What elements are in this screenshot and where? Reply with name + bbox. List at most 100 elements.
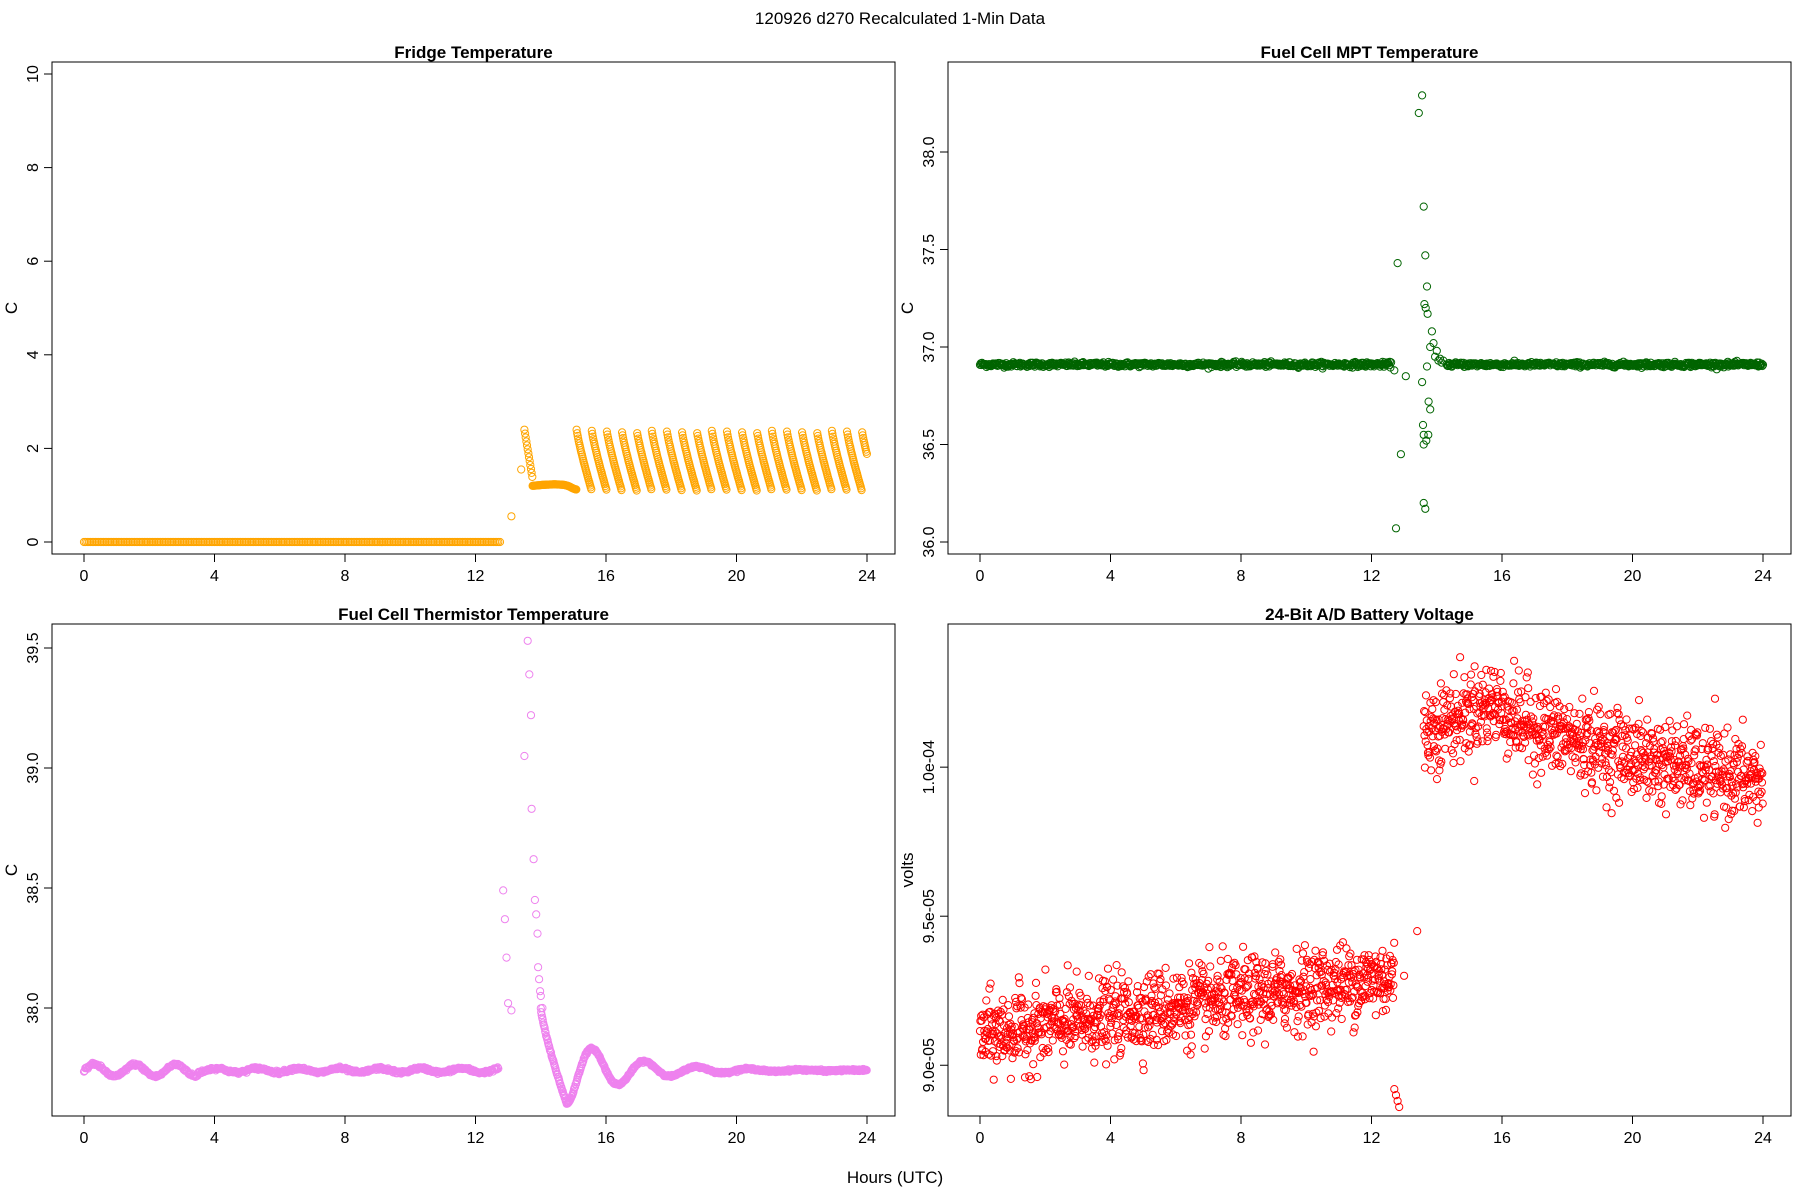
data-point: [1388, 967, 1397, 976]
data-point: [1089, 1025, 1099, 1034]
data-point: [1103, 1041, 1112, 1050]
data-point: [1200, 1044, 1209, 1053]
data-point: [1323, 965, 1332, 975]
data-point: [1071, 1031, 1080, 1041]
data-point: [1232, 970, 1241, 979]
x-tick-label: 24: [1754, 568, 1772, 585]
data-point: [1756, 360, 1766, 369]
data-point: [767, 426, 777, 435]
data-point: [1314, 958, 1323, 968]
data-point: [507, 512, 516, 521]
data-point: [1082, 994, 1092, 1003]
data-point: [521, 433, 530, 442]
x-tick-label: 20: [728, 1130, 746, 1147]
data-point: [536, 991, 545, 1001]
data-point: [722, 427, 732, 436]
data-point: [1418, 91, 1427, 100]
data-point: [1423, 309, 1432, 318]
data-point: [1142, 1036, 1151, 1045]
data-point: [1425, 753, 1435, 762]
data-point: [1124, 998, 1133, 1007]
data-point: [1429, 714, 1438, 723]
data-point: [1443, 701, 1452, 710]
data-point: [1504, 706, 1513, 715]
data-point: [1353, 1008, 1362, 1017]
y-axis-label: C: [898, 302, 917, 314]
data-point: [992, 1052, 1001, 1061]
data-point: [1286, 981, 1295, 990]
data-point: [1391, 524, 1401, 533]
data-point: [524, 453, 534, 462]
data-point: [992, 1056, 1001, 1065]
data-point: [1523, 668, 1532, 677]
data-point: [1113, 981, 1122, 990]
data-point: [1269, 988, 1278, 997]
data-point: [1124, 977, 1133, 986]
data-point: [1387, 358, 1396, 367]
data-point: [526, 461, 535, 470]
data-point: [1489, 672, 1498, 681]
data-point: [1032, 1019, 1041, 1028]
data-point: [1390, 938, 1399, 947]
data-point: [1441, 744, 1450, 753]
data-point: [1300, 941, 1310, 950]
data-point: [1065, 983, 1075, 992]
data-point: [1106, 985, 1115, 995]
y-tick-label: 6: [25, 257, 42, 266]
data-point: [1118, 982, 1128, 991]
data-point: [1013, 1044, 1022, 1053]
data-point: [1103, 964, 1113, 973]
x-tick-label: 4: [210, 1130, 219, 1147]
data-point: [1492, 730, 1501, 739]
plot-frame: [51, 623, 896, 1117]
data-point: [1187, 1042, 1196, 1051]
data-point: [1575, 709, 1584, 719]
data-point: [1083, 998, 1092, 1008]
data-point: [752, 486, 761, 495]
data-point: [1544, 695, 1553, 704]
data-point: [1497, 697, 1507, 706]
data-point: [858, 428, 867, 437]
data-point: [707, 485, 716, 494]
data-point: [1100, 977, 1110, 986]
plot-frame: [947, 61, 1792, 555]
data-point: [1332, 1009, 1341, 1018]
data-point: [1253, 964, 1262, 974]
data-point: [1327, 966, 1336, 975]
data-point: [1587, 778, 1597, 787]
data-point: [1060, 1060, 1069, 1069]
data-point: [1521, 710, 1531, 719]
data-point: [1507, 698, 1516, 707]
data-point: [1440, 705, 1449, 715]
data-point: [1381, 1005, 1391, 1015]
data-point: [692, 486, 701, 495]
data-point: [572, 425, 581, 434]
data-point: [1114, 1035, 1123, 1044]
data-point: [1506, 718, 1515, 727]
data-point: [1239, 942, 1248, 951]
data-point: [1313, 996, 1322, 1005]
data-point: [1117, 1044, 1126, 1053]
data-point: [798, 431, 807, 440]
data-point: [827, 426, 837, 435]
data-point: [982, 996, 991, 1005]
data-point: [1578, 745, 1588, 754]
data-point: [1346, 949, 1355, 958]
data-point: [1044, 1048, 1053, 1057]
data-point: [495, 537, 505, 547]
data-point: [1549, 717, 1558, 726]
data-point: [1577, 728, 1586, 738]
data-point: [1244, 981, 1253, 990]
data-point: [1356, 974, 1365, 983]
data-point: [827, 485, 836, 494]
data-point: [1389, 958, 1398, 967]
data-point: [522, 441, 532, 450]
data-point: [1437, 358, 1446, 367]
y-tick-label: 39.5: [25, 632, 42, 663]
data-point: [1307, 957, 1317, 966]
data-point: [1186, 1030, 1196, 1039]
data-point: [1065, 1039, 1074, 1049]
data-point: [1306, 991, 1315, 1001]
data-point: [1429, 696, 1438, 705]
